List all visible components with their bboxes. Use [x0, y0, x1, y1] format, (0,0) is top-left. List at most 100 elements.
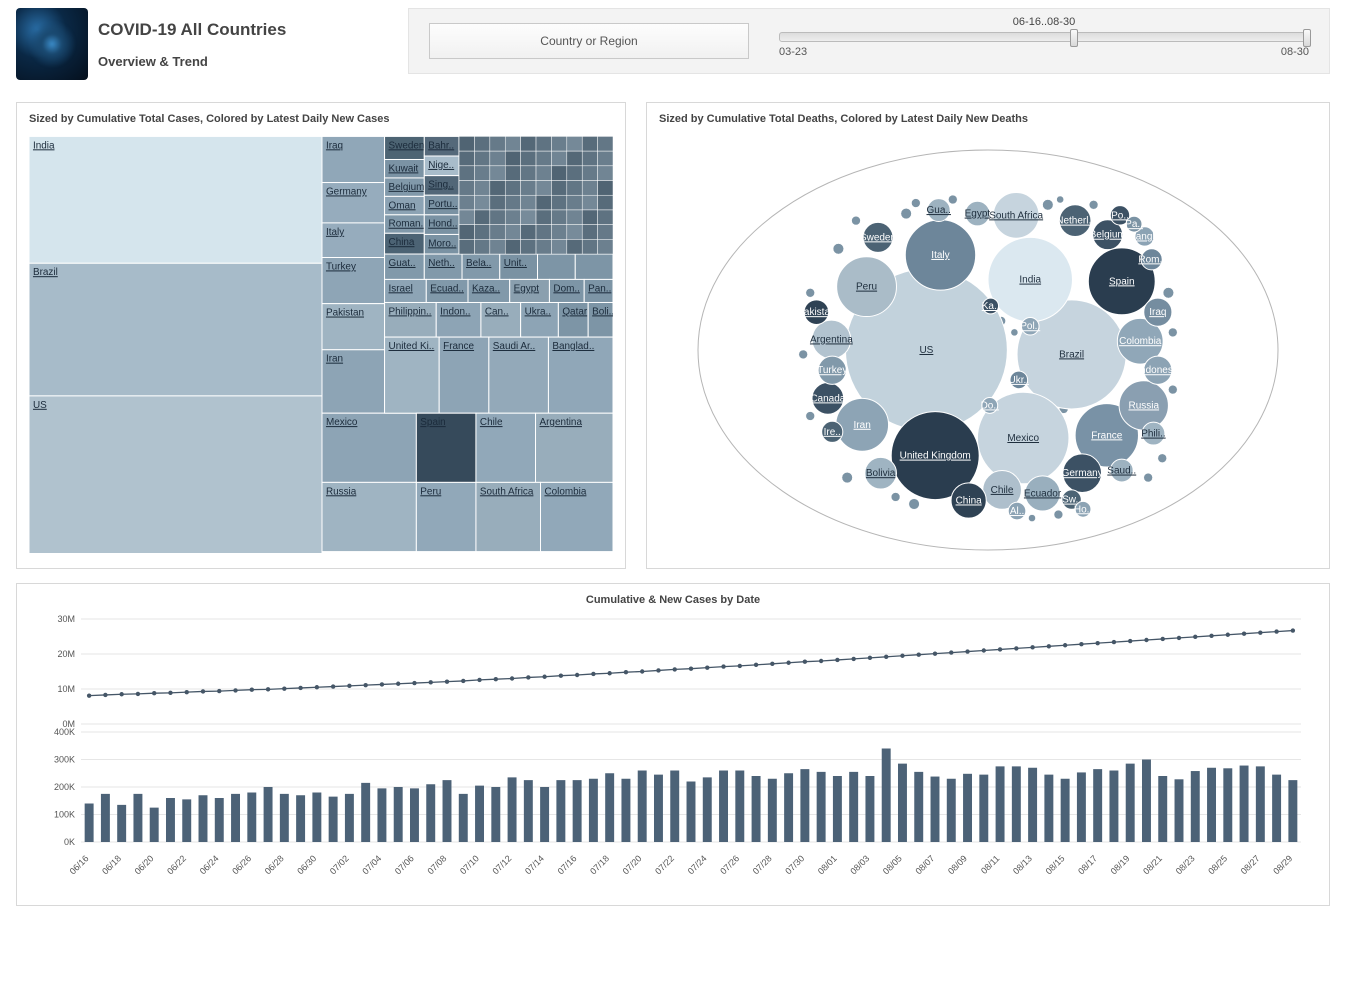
- bubble-chart[interactable]: USBrazilMexicoIndiaUnited KingdomItalyFr…: [659, 135, 1317, 553]
- svg-text:France: France: [1091, 430, 1123, 441]
- svg-text:Phili..: Phili..: [1141, 429, 1165, 440]
- svg-text:Russia: Russia: [326, 486, 357, 497]
- svg-text:20M: 20M: [57, 649, 75, 659]
- svg-text:Ka..: Ka..: [982, 301, 1000, 312]
- svg-text:South Africa: South Africa: [989, 210, 1043, 221]
- slider-handle-end[interactable]: [1303, 29, 1311, 47]
- svg-text:10M: 10M: [57, 684, 75, 694]
- date-range-slider[interactable]: 06-16..08-30 03-23 08-30: [779, 24, 1309, 58]
- svg-text:Unit..: Unit..: [504, 258, 527, 269]
- svg-text:Ho..: Ho..: [1074, 504, 1092, 515]
- svg-text:Germany: Germany: [1062, 468, 1103, 479]
- svg-text:400K: 400K: [54, 727, 75, 737]
- treemap-panel: Sized by Cumulative Total Cases, Colored…: [16, 102, 626, 569]
- slider-end-label: 08-30: [1281, 46, 1309, 58]
- svg-text:Netherl..: Netherl..: [1056, 216, 1094, 227]
- combo-title: Cumulative & New Cases by Date: [31, 594, 1315, 606]
- svg-text:Sweden: Sweden: [389, 140, 425, 151]
- svg-text:07/08: 07/08: [425, 853, 448, 876]
- combo-chart[interactable]: 0M10M20M30M0K100K200K300K400K06/1606/180…: [31, 614, 1315, 894]
- svg-text:China: China: [389, 237, 415, 248]
- svg-text:06/16: 06/16: [68, 853, 91, 876]
- svg-text:Italy: Italy: [931, 250, 949, 261]
- svg-text:Rom..: Rom..: [1138, 254, 1165, 265]
- svg-text:Roman..: Roman..: [389, 219, 427, 230]
- svg-text:US: US: [33, 400, 47, 411]
- svg-text:06/26: 06/26: [230, 853, 253, 876]
- svg-text:08/11: 08/11: [979, 853, 1002, 876]
- svg-text:06/18: 06/18: [100, 853, 123, 876]
- svg-text:France: France: [443, 341, 474, 352]
- svg-text:Germany: Germany: [326, 186, 367, 197]
- svg-text:Do..: Do..: [981, 400, 999, 411]
- svg-text:Moro..: Moro..: [428, 238, 456, 249]
- svg-text:Belgium: Belgium: [1090, 230, 1126, 241]
- svg-text:Pakistan: Pakistan: [797, 307, 835, 318]
- svg-text:07/06: 07/06: [393, 853, 416, 876]
- svg-text:08/05: 08/05: [881, 853, 904, 876]
- covid-logo: [16, 8, 88, 80]
- svg-text:South Africa: South Africa: [480, 486, 534, 497]
- svg-text:Turkey: Turkey: [817, 365, 847, 376]
- svg-text:07/14: 07/14: [523, 853, 546, 876]
- svg-text:0K: 0K: [64, 837, 75, 847]
- svg-text:08/27: 08/27: [1239, 853, 1262, 876]
- svg-text:United Ki..: United Ki..: [389, 341, 435, 352]
- svg-text:Saud..: Saud..: [1107, 466, 1136, 477]
- bubble-panel: Sized by Cumulative Total Deaths, Colore…: [646, 102, 1330, 569]
- svg-text:Peru: Peru: [856, 282, 877, 293]
- svg-text:Russia: Russia: [1128, 400, 1159, 411]
- svg-text:07/10: 07/10: [458, 853, 481, 876]
- svg-text:06/24: 06/24: [198, 853, 221, 876]
- svg-text:07/20: 07/20: [621, 853, 644, 876]
- treemap-chart[interactable]: IndiaBrazilUSIraqGermanyItalyTurkeyPakis…: [29, 135, 613, 553]
- svg-text:Bahr..: Bahr..: [428, 140, 454, 151]
- svg-text:08/21: 08/21: [1141, 853, 1164, 876]
- svg-text:300K: 300K: [54, 755, 75, 765]
- slider-caption: 06-16..08-30: [1013, 16, 1075, 28]
- filter-bar: Country or Region 06-16..08-30 03-23 08-…: [408, 8, 1330, 74]
- svg-text:Indon..: Indon..: [440, 306, 470, 317]
- svg-text:07/16: 07/16: [556, 853, 579, 876]
- svg-text:Iran: Iran: [326, 354, 343, 365]
- svg-text:Nige..: Nige..: [428, 160, 454, 171]
- svg-text:Qatar: Qatar: [562, 306, 588, 317]
- svg-text:Bela..: Bela..: [466, 258, 491, 269]
- svg-text:Boli..: Boli..: [592, 306, 613, 317]
- svg-text:Colombia: Colombia: [544, 486, 586, 497]
- svg-text:Pan..: Pan..: [588, 283, 611, 294]
- svg-text:US: US: [919, 345, 933, 356]
- svg-text:Hond..: Hond..: [428, 219, 457, 230]
- svg-text:08/09: 08/09: [946, 853, 969, 876]
- svg-text:Chile: Chile: [991, 485, 1014, 496]
- svg-text:Ecuad..: Ecuad..: [430, 283, 464, 294]
- svg-text:Al..: Al..: [1010, 506, 1024, 517]
- svg-text:200K: 200K: [54, 782, 75, 792]
- svg-text:Bangl..: Bangl..: [1129, 231, 1160, 242]
- page-subtitle: Overview & Trend: [98, 54, 398, 69]
- svg-text:Iraq: Iraq: [326, 140, 343, 151]
- svg-text:Peru: Peru: [420, 486, 441, 497]
- svg-text:07/18: 07/18: [588, 853, 611, 876]
- svg-text:Dom..: Dom..: [553, 283, 579, 294]
- svg-text:08/13: 08/13: [1011, 853, 1034, 876]
- svg-text:Mexico: Mexico: [1007, 433, 1039, 444]
- svg-text:Ecuador: Ecuador: [1024, 488, 1062, 499]
- svg-text:08/23: 08/23: [1174, 853, 1197, 876]
- svg-text:08/03: 08/03: [848, 853, 871, 876]
- svg-text:Brazil: Brazil: [1059, 349, 1084, 360]
- svg-text:Spain: Spain: [420, 417, 445, 428]
- svg-text:Ukr..: Ukr..: [1009, 375, 1030, 386]
- svg-text:Chile: Chile: [480, 417, 503, 428]
- svg-text:Oman: Oman: [389, 200, 416, 211]
- svg-text:Egypt: Egypt: [965, 209, 991, 220]
- country-dropdown[interactable]: Country or Region: [429, 23, 749, 59]
- svg-text:06/22: 06/22: [165, 853, 188, 876]
- treemap-title: Sized by Cumulative Total Cases, Colored…: [29, 113, 613, 125]
- slider-handle-start[interactable]: [1070, 29, 1078, 47]
- svg-text:Portu..: Portu..: [428, 199, 457, 210]
- svg-text:Colombia: Colombia: [1119, 336, 1162, 347]
- svg-text:Philippin..: Philippin..: [389, 306, 432, 317]
- svg-text:China: China: [956, 495, 983, 506]
- svg-text:Spain: Spain: [1109, 276, 1135, 287]
